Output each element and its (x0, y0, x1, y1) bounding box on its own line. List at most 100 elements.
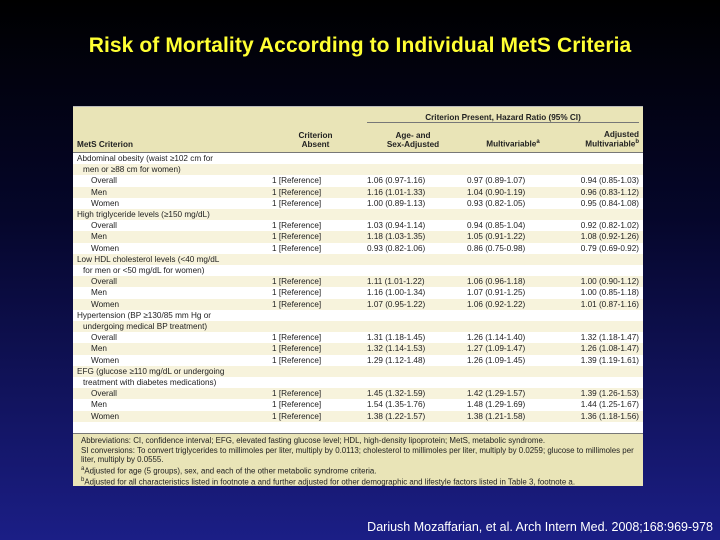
cell-multivariable: 1.42 (1.29-1.57) (463, 388, 563, 400)
table-row: Women 1 [Reference] 0.93 (0.82-1.06) 0.86 (… (73, 243, 643, 254)
cell-age-sex-adjusted: 0.93 (0.82-1.06) (367, 243, 426, 253)
cell-multivariable: 1.26 (1.14-1.40) (467, 333, 526, 343)
cell-empty (563, 310, 643, 321)
cell-age-sex-adjusted: 1.00 (0.89-1.13) (367, 198, 426, 208)
criterion-label: treatment with diabetes medications) (83, 378, 217, 388)
cell-empty (363, 164, 463, 176)
cell-absent: 1 [Reference] (272, 400, 322, 410)
cell-adjusted-multivariable: 0.95 (0.84-1.08) (580, 198, 640, 208)
criterion-label: Abdominal obesity (waist ≥102 cm for (77, 154, 214, 163)
cell-empty (463, 209, 563, 221)
cell-adjusted-multivariable: 1.00 (0.90-1.12) (563, 276, 644, 288)
cell-empty (268, 377, 363, 388)
cell-absent: 1 [Reference] (268, 388, 363, 400)
column-header-age-sex: Age- and Sex-Adjusted (363, 125, 463, 153)
cell-adjusted-multivariable: 0.92 (0.82-1.02) (580, 221, 640, 231)
cell-absent: 1 [Reference] (272, 243, 322, 253)
cell-absent: 1 [Reference] (268, 231, 363, 243)
cell-adjusted-multivariable: 0.94 (0.85-1.03) (580, 176, 640, 186)
table-body: Abdominal obesity (waist ≥102 cm for men … (73, 153, 644, 422)
cell-empty (268, 265, 363, 276)
cell-age-sex-adjusted: 1.18 (1.03-1.35) (363, 231, 463, 243)
cell-multivariable: 1.38 (1.21-1.58) (463, 410, 563, 422)
column-header-criterion: MetS Criterion (73, 125, 268, 153)
cell-empty (463, 321, 563, 333)
table-row: Men 1 [Reference] 1.16 (1.01-1.33) 1.04 (0.… (73, 186, 644, 198)
cell-empty (563, 253, 644, 266)
cell-empty (363, 310, 463, 321)
criterion-label: for men or <50 mg/dL for women) (83, 266, 205, 276)
cell-empty (363, 321, 463, 333)
row-label: Women (91, 198, 120, 208)
data-table: Criterion Present, Hazard Ratio (95% CI)… (73, 107, 644, 422)
cell-multivariable: 1.27 (1.09-1.47) (463, 343, 563, 355)
cell-age-sex-adjusted: 1.07 (0.95-1.22) (363, 298, 463, 310)
cell-age-sex-adjusted: 1.32 (1.14-1.53) (363, 343, 463, 355)
column-header-row: MetS Criterion Criterion Absent Age- and S… (73, 125, 644, 153)
cell-multivariable: 1.07 (0.91-1.25) (467, 288, 526, 298)
cell-multivariable: 0.97 (0.89-1.07) (467, 176, 526, 186)
criterion-label: EFG (glucose ≥110 mg/dL or undergoing (73, 365, 268, 378)
cell-absent: 1 [Reference] (272, 176, 322, 186)
table-row: Overall 1 [Reference] 1.06 (0.97-1.16) 0.97… (73, 175, 643, 186)
criterion-label: Hypertension (BP ≥130/85 mm Hg or (77, 310, 212, 320)
slide-title: Risk of Mortality According to Individua… (88, 34, 632, 57)
cell-age-sex-adjusted: 1.29 (1.12-1.48) (367, 355, 426, 365)
cell-multivariable: 1.06 (0.92-1.22) (463, 298, 563, 310)
cell-adjusted-multivariable: 1.44 (1.25-1.67) (580, 400, 640, 410)
cell-absent: 1 [Reference] (272, 288, 322, 298)
column-header-adjusted: Adjusted Multivariableb (563, 125, 644, 153)
row-label: Men (91, 288, 107, 298)
table-row: High triglyceride levels (≥150 mg/dL) (73, 209, 644, 221)
cell-multivariable: 0.86 (0.75-0.98) (467, 243, 526, 253)
row-label: Men (73, 343, 268, 355)
cell-absent: 1 [Reference] (272, 198, 322, 208)
cell-empty (363, 265, 463, 276)
table-row: Men 1 [Reference] 1.32 (1.14-1.53) 1.27 (1.… (73, 343, 644, 355)
table-row: Overall 1 [Reference] 1.03 (0.94-1.14) 0.94… (73, 220, 643, 231)
cell-absent: 1 [Reference] (272, 355, 322, 365)
cell-multivariable: 1.26 (1.09-1.45) (467, 355, 526, 365)
cell-empty (363, 365, 463, 378)
table-row: Women 1 [Reference] 1.29 (1.12-1.48) 1.26 (… (73, 355, 643, 366)
cell-empty (563, 377, 643, 388)
cell-empty (563, 265, 643, 276)
cell-empty (463, 164, 563, 176)
cell-multivariable: 1.06 (0.96-1.18) (463, 276, 563, 288)
cell-age-sex-adjusted: 1.11 (1.01-1.22) (363, 276, 463, 288)
cell-empty (563, 321, 644, 333)
table-row: Overall 1 [Reference] 1.31 (1.18-1.45) 1.26… (73, 332, 643, 343)
cell-adjusted-multivariable: 0.96 (0.83-1.12) (563, 186, 644, 198)
cell-age-sex-adjusted: 1.31 (1.18-1.45) (367, 333, 426, 343)
group-header: Criterion Present, Hazard Ratio (95% CI) (367, 113, 640, 123)
footnote-abbreviations: Abbreviations: CI, confidence interval; … (81, 436, 546, 445)
row-label: Women (73, 410, 268, 422)
table-row: Men 1 [Reference] 1.16 (1.00-1.34) 1.07 (0.… (73, 287, 643, 298)
cell-empty (463, 310, 563, 321)
criterion-label: undergoing medical BP treatment) (73, 321, 268, 333)
cell-empty (363, 209, 463, 221)
row-label: Overall (91, 221, 117, 231)
table-row: Overall 1 [Reference] 1.45 (1.32-1.59) 1.42… (73, 388, 644, 400)
cell-age-sex-adjusted: 1.16 (1.01-1.33) (363, 186, 463, 198)
cell-empty (463, 377, 563, 388)
table-row: for men or <50 mg/dL for women) (73, 265, 643, 276)
cell-adjusted-multivariable: 1.39 (1.19-1.61) (580, 355, 640, 365)
cell-multivariable: 1.48 (1.29-1.69) (467, 400, 526, 410)
cell-absent: 1 [Reference] (268, 276, 363, 288)
cell-absent: 1 [Reference] (268, 410, 363, 422)
cell-empty (268, 321, 363, 333)
citation: Dariush Mozaffarian, et al. Arch Intern … (367, 520, 713, 534)
cell-empty (268, 164, 363, 176)
cell-empty (268, 209, 363, 221)
table-row: Low HDL cholesterol levels (<40 mg/dL (73, 253, 644, 266)
table-row: Overall 1 [Reference] 1.11 (1.01-1.22) 1.06… (73, 276, 644, 288)
table-row: men or ≥88 cm for women) (73, 164, 644, 176)
cell-empty (563, 164, 644, 176)
row-label: Overall (91, 176, 117, 186)
cell-adjusted-multivariable: 1.36 (1.18-1.56) (563, 410, 644, 422)
cell-adjusted-multivariable: 1.08 (0.92-1.26) (563, 231, 644, 243)
cell-adjusted-multivariable: 1.39 (1.26-1.53) (563, 388, 644, 400)
hazard-ratio-table: Criterion Present, Hazard Ratio (95% CI)… (73, 106, 644, 487)
row-label: Women (73, 298, 268, 310)
